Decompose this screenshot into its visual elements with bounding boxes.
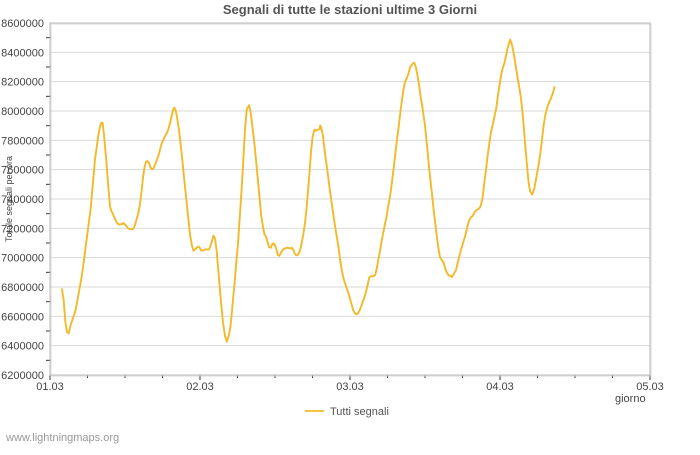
svg-text:7000000: 7000000: [1, 253, 44, 265]
svg-text:6600000: 6600000: [1, 311, 44, 323]
svg-text:8400000: 8400000: [1, 47, 44, 59]
svg-text:03.03: 03.03: [336, 381, 364, 393]
svg-text:Segnali di tutte le stazioni u: Segnali di tutte le stazioni ultime 3 Gi…: [223, 2, 477, 17]
svg-text:Tutti segnali: Tutti segnali: [330, 406, 389, 418]
svg-text:7800000: 7800000: [1, 135, 44, 147]
svg-text:8200000: 8200000: [1, 77, 44, 89]
svg-text:6400000: 6400000: [1, 341, 44, 353]
svg-text:6800000: 6800000: [1, 282, 44, 294]
svg-text:www.lightningmaps.org: www.lightningmaps.org: [5, 432, 119, 444]
svg-text:02.03: 02.03: [186, 381, 214, 393]
svg-text:05.03: 05.03: [636, 381, 664, 393]
svg-text:Totale segnali per ora: Totale segnali per ora: [4, 156, 14, 242]
svg-text:8000000: 8000000: [1, 106, 44, 118]
svg-text:04.03: 04.03: [486, 381, 514, 393]
svg-text:giorno: giorno: [615, 393, 646, 405]
svg-text:01.03: 01.03: [36, 381, 64, 393]
svg-text:8600000: 8600000: [1, 18, 44, 30]
